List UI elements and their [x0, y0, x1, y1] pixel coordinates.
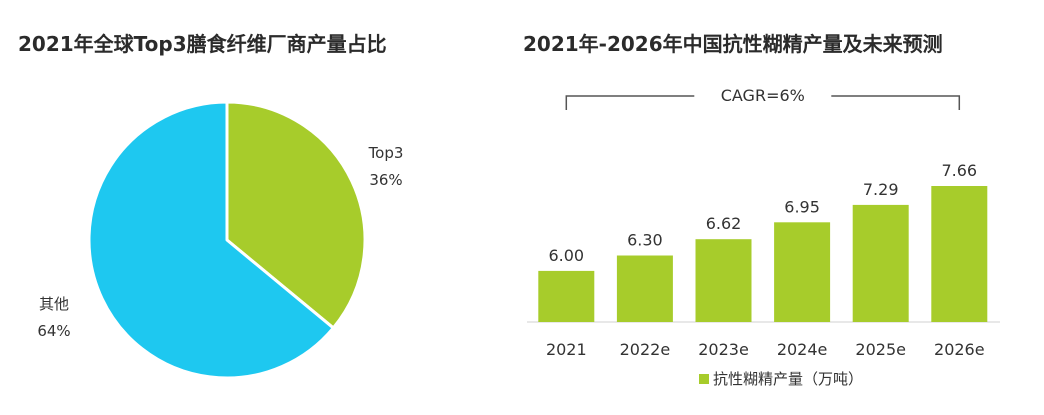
- bar-value-label-2026e: 7.66: [941, 161, 977, 180]
- cagr-annotation: CAGR=6%: [721, 86, 805, 105]
- x-tick-label-2026e: 2026e: [934, 340, 985, 359]
- bar-value-label-2024e: 6.95: [784, 197, 820, 216]
- x-tick-label-2022e: 2022e: [620, 340, 671, 359]
- watermark: 并购家 行业报告 IPOIPO.CN: [418, 176, 638, 245]
- pie-percent-top3: 36%: [369, 171, 402, 189]
- x-tick-label-2021: 2021: [546, 340, 587, 359]
- bar-value-label-2021: 6.00: [548, 246, 584, 265]
- watermark-subtitle: 行业报告 IPOIPO.CN: [450, 226, 606, 244]
- pie-percent-other: 64%: [37, 322, 70, 340]
- bar-value-label-2022e: 6.30: [627, 231, 663, 250]
- cagr-bracket-left: [565, 95, 695, 110]
- bar-value-label-2025e: 7.29: [863, 180, 899, 199]
- pie-label-other: 其他: [39, 295, 69, 313]
- bar-value-label-2023e: 6.62: [706, 214, 742, 233]
- bar-2024e: [774, 222, 831, 322]
- x-tick-label-2025e: 2025e: [855, 340, 906, 359]
- pie-chart-title: 2021年全球Top3膳食纤维厂商产量占比: [18, 32, 387, 56]
- cagr-bracket-right: [831, 95, 961, 110]
- bar-chart-title: 2021年-2026年中国抗性糊精产量及未来预测: [523, 32, 943, 56]
- legend-label: 抗性糊精产量（万吨）: [713, 370, 863, 388]
- pie-slice-other: [87, 100, 335, 380]
- x-tick-label-2024e: 2024e: [777, 340, 828, 359]
- bar-2026e: [931, 186, 988, 322]
- bar-2021: [538, 270, 595, 322]
- bar-2022e: [616, 255, 673, 322]
- legend-swatch: [699, 374, 709, 384]
- watermark-logo: 并购家: [466, 175, 590, 221]
- bar-2025e: [852, 204, 909, 322]
- bar-2023e: [695, 239, 752, 322]
- pie-label-top3: Top3: [368, 144, 404, 162]
- x-tick-label-2023e: 2023e: [698, 340, 749, 359]
- pie-slice-top3: [225, 100, 367, 330]
